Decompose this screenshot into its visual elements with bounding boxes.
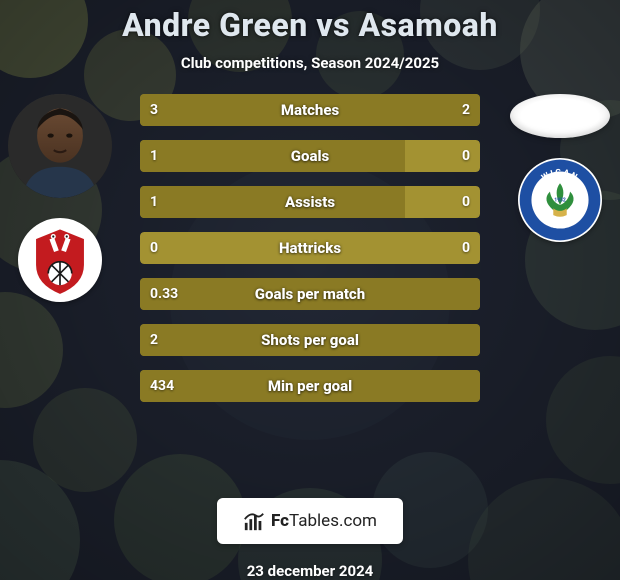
- svg-text:1932: 1932: [554, 198, 566, 204]
- stat-row: Assists10: [140, 186, 480, 218]
- person-silhouette-icon: [8, 94, 112, 198]
- club-crest-icon: WIGAN ATHLETIC 1932: [518, 158, 602, 242]
- left-player-column: [0, 92, 120, 302]
- stat-row: Min per goal434: [140, 370, 480, 402]
- comparison-area: WIGAN ATHLETIC 1932 Matches32 Goals10 Assi…: [0, 92, 620, 490]
- subtitle: Club competitions, Season 2024/2025: [181, 54, 439, 72]
- stats-bars: Matches32 Goals10 Assists10 Hattricks00 Goal…: [140, 94, 480, 402]
- date-text: 23 december 2024: [247, 562, 374, 580]
- source-badge: FcTables.com: [217, 498, 403, 544]
- brand-text: FcTables.com: [271, 511, 377, 531]
- page-title: Andre Green vs Asamoah: [122, 6, 498, 44]
- stat-row: Matches32: [140, 94, 480, 126]
- player2-avatar: [510, 94, 610, 138]
- player1-avatar: [8, 94, 112, 198]
- club-crest-icon: [18, 218, 102, 302]
- bars-chart-icon: [243, 510, 265, 532]
- stat-row: Hattricks00: [140, 232, 480, 264]
- player2-club-badge: WIGAN ATHLETIC 1932: [518, 158, 602, 242]
- stat-row: Goals per match0.33: [140, 278, 480, 310]
- right-player-column: WIGAN ATHLETIC 1932: [500, 92, 620, 242]
- stat-row: Shots per goal2: [140, 324, 480, 356]
- player1-club-badge: [18, 218, 102, 302]
- stat-row: Goals10: [140, 140, 480, 172]
